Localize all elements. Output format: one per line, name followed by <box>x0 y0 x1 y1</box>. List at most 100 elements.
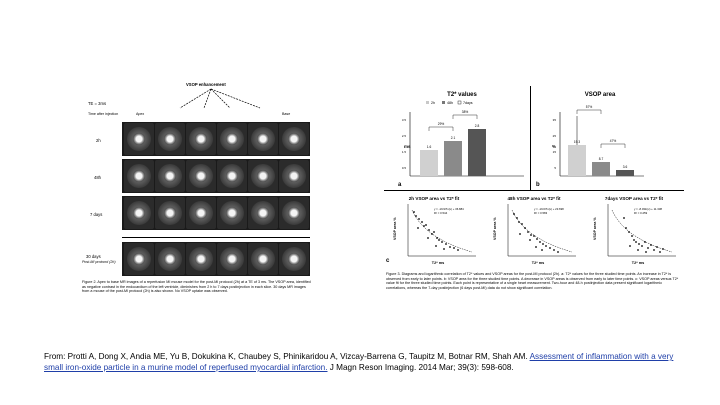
scatter-point <box>529 239 531 241</box>
scatter-point <box>449 246 451 248</box>
mri-slice <box>217 123 247 155</box>
scatter-point <box>633 239 635 241</box>
mri-slice <box>186 160 216 192</box>
scatter-ylabel: VSOP area % <box>493 217 497 240</box>
scatter-point <box>650 244 652 246</box>
scatter-point <box>413 211 415 213</box>
scatter-point <box>518 221 520 223</box>
sig-label-b1: 57% <box>586 105 593 109</box>
citation-journal: J Magn Reson Imaging. 2014 Mar; 39(3): 5… <box>330 363 514 372</box>
mri-slice <box>186 243 216 275</box>
scatter-point <box>631 235 633 237</box>
panel-b-chart: VSOP area % 35 25 15 5 19.3 8.7 3.6 57% … <box>534 86 684 190</box>
scatter-title: 48h VSOP area vs T2* fit <box>507 196 560 201</box>
scatter-point <box>441 241 443 243</box>
scatter-point <box>530 234 532 236</box>
scatter-point <box>436 237 438 239</box>
legend-2h: 2h <box>431 101 435 105</box>
scatter-point <box>524 227 526 229</box>
legend-swatch-7days <box>458 101 461 104</box>
scatter-point <box>425 224 427 226</box>
scatter-xlabel: T2* ms <box>432 261 444 265</box>
scatter-point <box>629 245 631 247</box>
scatter-point <box>644 241 646 243</box>
scatter-point <box>417 227 419 229</box>
mri-slice <box>217 160 247 192</box>
scatter-point <box>513 213 515 215</box>
panel-b-tick: 5 <box>554 166 556 170</box>
bar-2h <box>420 150 438 176</box>
panel-b-title: VSOP area <box>585 92 616 98</box>
row-label-7days: 7 days <box>90 212 102 217</box>
scatter-point <box>638 243 640 245</box>
mri-slice <box>155 160 185 192</box>
panel-divider <box>530 86 531 190</box>
bar-label-7days: 2.8 <box>475 124 480 128</box>
scatter-point <box>443 248 445 250</box>
scatter-point <box>545 245 547 247</box>
divider <box>122 237 310 238</box>
panel-b-tick: 35 <box>553 118 557 122</box>
mri-slice <box>124 243 154 275</box>
scatter-point <box>659 251 661 253</box>
scatter-point <box>418 218 420 220</box>
scatter-point <box>553 249 555 251</box>
mri-row-2h <box>122 122 310 156</box>
scatter-point <box>428 229 430 231</box>
row-label-2h: 2h <box>96 138 101 143</box>
scatter-point <box>539 241 541 243</box>
figure-3-caption: Figure 3. Diagrams and logarithmic corre… <box>386 272 682 290</box>
panel-c-charts: 2h VSOP area vs T2* fit VSOP area % T2* … <box>384 192 684 270</box>
scatter-point <box>662 248 664 250</box>
legend-48h: 48h <box>447 101 453 105</box>
mri-slice <box>279 197 309 229</box>
scatter-2h: 2h VSOP area vs T2* fit VSOP area % T2* … <box>393 196 476 265</box>
scatter-point <box>427 237 429 239</box>
scatter-r2: R² = 0.583 <box>534 211 548 215</box>
bar-7days-area <box>616 170 634 176</box>
mri-slice <box>186 197 216 229</box>
scatter-point <box>637 249 639 251</box>
scatter-point <box>557 251 559 253</box>
scatter-48h: 48h VSOP area vs T2* fit VSOP area % T2*… <box>493 196 576 265</box>
mri-slice <box>217 197 247 229</box>
row-label-48h: 48h <box>94 175 101 180</box>
scatter-point <box>453 247 455 249</box>
panel-a-letter: a <box>398 182 402 188</box>
scatter-point <box>435 245 437 247</box>
mri-slice <box>155 197 185 229</box>
mri-slice <box>124 160 154 192</box>
panel-a-tick: 0.5 <box>402 166 407 170</box>
mri-slice <box>124 123 154 155</box>
scatter-xlabel: T2* ms <box>532 261 544 265</box>
scatter-point <box>415 215 417 217</box>
bar-48h-area <box>592 162 610 176</box>
vsop-enhancement-header: VSOP enhancement <box>186 82 226 87</box>
scatter-point <box>423 225 425 227</box>
trend-line <box>412 210 472 252</box>
trend-line <box>512 210 572 252</box>
bar-label-b-48h: 8.7 <box>599 157 604 161</box>
vsop-arrows <box>162 88 312 110</box>
panel-a-title: T2* values <box>447 92 477 98</box>
scatter-point <box>438 239 440 241</box>
legend-7days: 7days <box>463 101 473 105</box>
te-label: TE = 3ms <box>88 101 106 106</box>
sig-bracket <box>601 144 625 148</box>
scatter-point <box>516 217 518 219</box>
mri-slice <box>248 160 278 192</box>
mri-row-30days <box>122 242 310 276</box>
sig-label-b2: 47% <box>610 139 617 143</box>
panel-b-letter: b <box>536 182 540 188</box>
panel-a-chart: T2* values 2h 48h 7days ms 3.5 2.5 1.5 0… <box>384 86 534 190</box>
scatter-point <box>457 249 459 251</box>
scatter-point <box>536 238 538 240</box>
scatter-point <box>541 249 543 251</box>
panel-a-tick: 3.5 <box>402 118 407 122</box>
panel-a-ylabel: ms <box>404 144 411 149</box>
scatter-point <box>535 246 537 248</box>
sig-label-a2: 38% <box>462 110 469 114</box>
mri-row-48h <box>122 159 310 193</box>
mri-slice <box>248 197 278 229</box>
scatter-point <box>445 243 447 245</box>
